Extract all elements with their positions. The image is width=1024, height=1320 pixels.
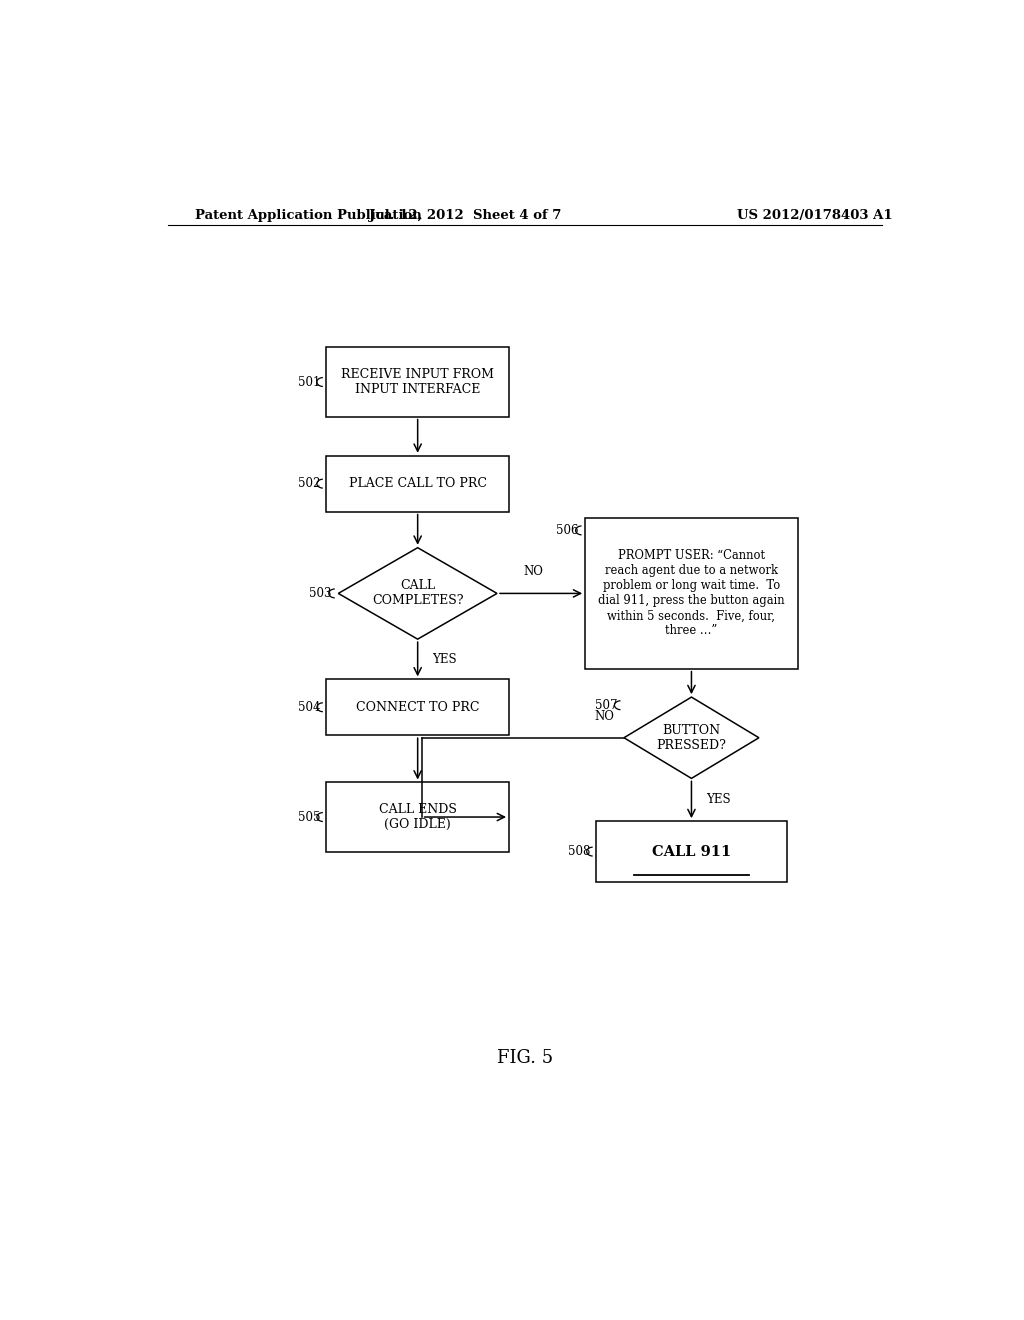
Text: BUTTON
PRESSED?: BUTTON PRESSED? (656, 723, 726, 752)
Text: Jul. 12, 2012  Sheet 4 of 7: Jul. 12, 2012 Sheet 4 of 7 (369, 209, 561, 222)
Text: CALL 911: CALL 911 (652, 845, 731, 858)
Text: 508: 508 (567, 845, 590, 858)
Text: FIG. 5: FIG. 5 (497, 1049, 553, 1067)
Text: PROMPT USER: “Cannot
reach agent due to a network
problem or long wait time.  To: PROMPT USER: “Cannot reach agent due to … (598, 549, 784, 638)
Text: 506: 506 (556, 524, 579, 537)
FancyBboxPatch shape (327, 680, 509, 735)
Text: Patent Application Publication: Patent Application Publication (196, 209, 422, 222)
Text: 503: 503 (309, 587, 332, 599)
FancyBboxPatch shape (585, 519, 798, 669)
Text: CALL
COMPLETES?: CALL COMPLETES? (372, 579, 464, 607)
FancyBboxPatch shape (596, 821, 786, 882)
FancyBboxPatch shape (327, 783, 509, 851)
Text: NO: NO (594, 710, 614, 722)
FancyBboxPatch shape (327, 347, 509, 417)
Text: 505: 505 (298, 810, 321, 824)
Polygon shape (624, 697, 759, 779)
Text: CALL ENDS
(GO IDLE): CALL ENDS (GO IDLE) (379, 803, 457, 832)
FancyBboxPatch shape (327, 455, 509, 512)
Text: US 2012/0178403 A1: US 2012/0178403 A1 (736, 209, 892, 222)
Text: CONNECT TO PRC: CONNECT TO PRC (356, 701, 479, 714)
Text: 501: 501 (298, 375, 321, 388)
Text: YES: YES (432, 652, 457, 665)
Text: 504: 504 (298, 701, 321, 714)
Text: NO: NO (523, 565, 543, 578)
Text: 507: 507 (595, 698, 617, 711)
Text: RECEIVE INPUT FROM
INPUT INTERFACE: RECEIVE INPUT FROM INPUT INTERFACE (341, 368, 495, 396)
Text: 502: 502 (298, 477, 321, 490)
Text: PLACE CALL TO PRC: PLACE CALL TO PRC (348, 477, 486, 490)
Text: YES: YES (706, 793, 730, 807)
Polygon shape (338, 548, 497, 639)
